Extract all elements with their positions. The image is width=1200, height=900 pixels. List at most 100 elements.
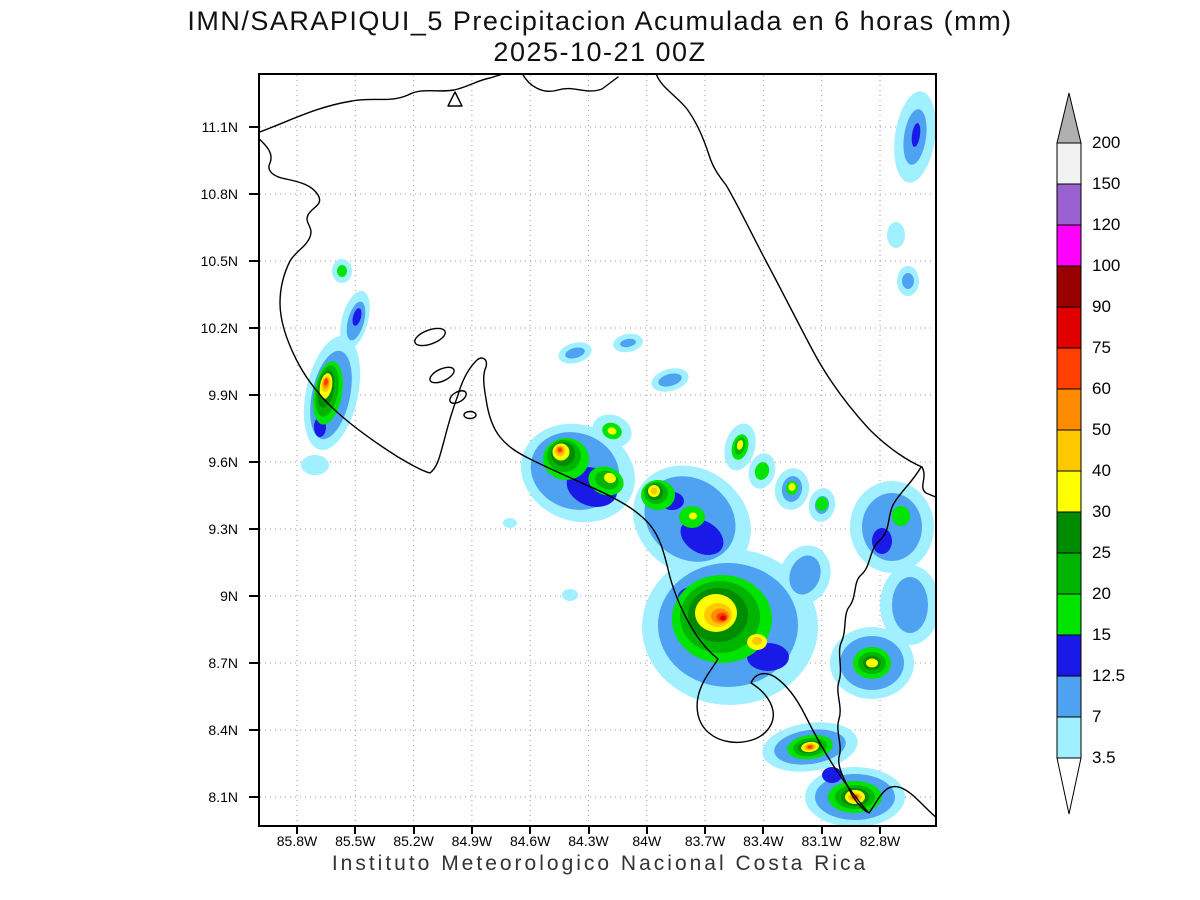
colorbar-label: 50 bbox=[1092, 420, 1111, 439]
tick-mark bbox=[249, 528, 258, 530]
tick-mark bbox=[296, 825, 298, 834]
colorbar-label: 25 bbox=[1092, 543, 1111, 562]
lon-tick-label: 84W bbox=[632, 833, 662, 849]
lake-nicaragua-shore bbox=[522, 75, 619, 92]
colorbar-segment bbox=[1056, 347, 1082, 390]
panama-border bbox=[837, 466, 922, 813]
colorbar-label: 3.5 bbox=[1092, 748, 1116, 767]
colorbar-segment bbox=[1056, 429, 1082, 472]
lat-tick-label: 10.2N bbox=[200, 320, 238, 336]
colorbar-segment bbox=[1056, 470, 1082, 513]
lon-tick-label: 84.9W bbox=[451, 833, 493, 849]
colorbar-label: 40 bbox=[1092, 461, 1111, 480]
colorbar-label: 30 bbox=[1092, 502, 1111, 521]
coastline-borders bbox=[260, 75, 935, 818]
lon-tick-label: 83.7W bbox=[684, 833, 726, 849]
colorbar-label-column: 200 150 120 100 90 75 60 50 40 30 25 20 15 12.5 7 3.5 bbox=[1092, 92, 1162, 822]
tick-mark bbox=[820, 825, 823, 834]
colorbar-segment bbox=[1056, 552, 1082, 595]
tick-mark bbox=[412, 825, 415, 834]
colorbar-label: 120 bbox=[1092, 215, 1121, 234]
colorbar-below-min-arrow bbox=[1056, 757, 1082, 815]
lat-tick-label: 8.1N bbox=[208, 789, 238, 805]
lat-tick-label: 8.7N bbox=[208, 655, 238, 671]
gulf-island bbox=[429, 366, 455, 384]
colorbar-segment bbox=[1056, 593, 1082, 636]
lat-tick-label: 9N bbox=[220, 588, 238, 604]
colorbar-label: 20 bbox=[1092, 584, 1111, 603]
precipitation-colorbar bbox=[1056, 92, 1082, 820]
longitude-axis: 85.8W 85.5W 85.2W 84.9W 84.6W 84.3W 84W 83.7W 83… bbox=[260, 829, 935, 853]
colorbar-segment bbox=[1056, 511, 1082, 554]
tick-mark bbox=[249, 729, 258, 731]
colorbar-segment bbox=[1056, 224, 1082, 267]
colorbar-segment bbox=[1056, 183, 1082, 226]
lat-tick-label: 10.8N bbox=[200, 186, 238, 202]
precip-level-7mm bbox=[310, 109, 928, 820]
colorbar-segment bbox=[1056, 306, 1082, 349]
lon-tick-label: 83.1W bbox=[801, 833, 842, 849]
colorbar-label: 150 bbox=[1092, 174, 1121, 193]
colorbar-label: 75 bbox=[1092, 338, 1111, 357]
colorbar-above-max-arrow bbox=[1056, 92, 1082, 144]
colorbar-label: 60 bbox=[1092, 379, 1111, 398]
tick-mark bbox=[249, 662, 258, 664]
page-subtitle-datetime: 2025-10-21 00Z bbox=[493, 37, 707, 67]
colorbar-label: 12.5 bbox=[1092, 666, 1126, 685]
tick-mark bbox=[249, 193, 258, 195]
colorbar-scale bbox=[1056, 92, 1082, 815]
chira-island bbox=[414, 327, 446, 347]
gulf-island bbox=[449, 390, 467, 404]
map-plot-frame bbox=[258, 73, 937, 827]
tick-mark bbox=[249, 796, 258, 798]
tick-mark bbox=[249, 260, 258, 262]
lon-tick-label: 85.2W bbox=[393, 833, 434, 849]
pacific-coastline bbox=[260, 138, 935, 818]
lon-tick-label: 84.3W bbox=[568, 833, 609, 849]
colorbar-segment bbox=[1056, 716, 1082, 759]
gulf-island bbox=[463, 410, 477, 420]
colorbar-segment bbox=[1056, 265, 1082, 308]
tick-mark bbox=[762, 825, 765, 834]
tick-mark bbox=[645, 825, 648, 834]
colorbar-label: 100 bbox=[1092, 256, 1121, 275]
tick-mark bbox=[249, 595, 258, 597]
colorbar-segment bbox=[1056, 634, 1082, 677]
map-canvas bbox=[260, 75, 935, 825]
institution-credit: Instituto Meteorologico Nacional Costa R… bbox=[331, 852, 869, 875]
lat-tick-label: 9.9N bbox=[208, 387, 238, 403]
tick-mark bbox=[529, 825, 532, 834]
lat-tick-label: 9.3N bbox=[208, 521, 238, 537]
lat-tick-label: 8.4N bbox=[208, 722, 238, 738]
precipitation-field bbox=[301, 91, 935, 825]
tick-mark bbox=[249, 461, 258, 463]
colorbar-segment bbox=[1056, 675, 1082, 718]
lat-tick-label: 11.1N bbox=[201, 119, 238, 135]
nicaragua-border-coast bbox=[260, 75, 502, 133]
tick-mark bbox=[587, 825, 590, 834]
colorbar-label: 200 bbox=[1092, 133, 1121, 152]
tick-mark bbox=[704, 825, 707, 834]
colorbar-segment bbox=[1056, 142, 1082, 185]
sanjuan-caribbean-coast bbox=[656, 75, 935, 498]
precip-level-3p5mm bbox=[301, 91, 935, 825]
page-title: IMN/SARAPIQUI_5 Precipitacion Acumulada … bbox=[187, 6, 1013, 36]
tick-mark bbox=[470, 825, 473, 834]
tick-mark bbox=[249, 327, 258, 329]
tick-mark bbox=[249, 126, 258, 128]
lon-tick-label: 82.8W bbox=[859, 833, 901, 849]
tick-mark bbox=[354, 825, 357, 834]
colorbar-label: 90 bbox=[1092, 297, 1111, 316]
colorbar-label: 7 bbox=[1092, 707, 1102, 726]
lat-tick-label: 10.5N bbox=[200, 253, 238, 269]
tick-mark bbox=[879, 825, 881, 834]
tick-mark bbox=[249, 394, 258, 396]
lon-tick-label: 85.5W bbox=[335, 833, 376, 849]
triangle-marker bbox=[447, 91, 463, 107]
lon-tick-label: 85.8W bbox=[276, 833, 318, 849]
lon-tick-label: 83.4W bbox=[743, 833, 784, 849]
latitude-axis: 11.1N 10.8N 10.5N 10.2N 9.9N 9.6N 9.3N 9N 8.7N 8.… bbox=[0, 75, 250, 825]
colorbar-segment bbox=[1056, 388, 1082, 431]
lat-tick-label: 9.6N bbox=[208, 454, 238, 470]
